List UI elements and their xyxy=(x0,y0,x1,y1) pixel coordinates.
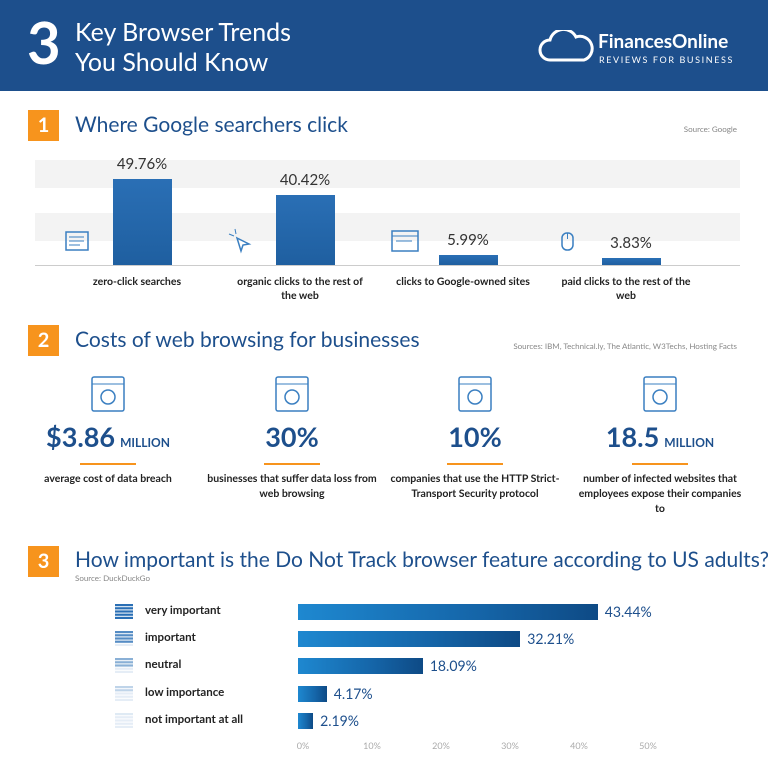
stat-number: 10% xyxy=(448,420,502,453)
row-icon xyxy=(115,713,133,733)
underline xyxy=(447,463,503,465)
x-tick-label: 20% xyxy=(432,740,450,751)
row-label: neutral xyxy=(145,658,182,671)
stat-description: average cost of data breach xyxy=(44,473,172,485)
bar xyxy=(439,254,498,265)
header-number: 3 xyxy=(27,8,61,77)
underline xyxy=(80,463,136,465)
stat-number: 18.5 xyxy=(605,420,660,453)
row-icon xyxy=(115,631,133,651)
row-icon xyxy=(115,604,133,624)
icon xyxy=(390,228,420,258)
category-label: zero-click searches xyxy=(92,276,182,288)
stat-unit: MILLION xyxy=(120,435,170,450)
value-label: 43.44% xyxy=(604,603,652,620)
stat-description: companies that use the HTTP Strict-Trans… xyxy=(390,473,560,500)
brand-logo xyxy=(538,30,594,62)
row-label: not important at all xyxy=(145,713,244,726)
value-label: 32.21% xyxy=(527,630,575,647)
section-title: How important is the Do Not Track browse… xyxy=(75,547,768,572)
category-label: paid clicks to the rest of the web xyxy=(561,276,691,302)
source: Sources: IBM, Technical.ly, The Atlantic… xyxy=(513,341,737,351)
header-title: You Should Know xyxy=(75,47,269,77)
x-tick-label: 50% xyxy=(639,740,657,751)
bar xyxy=(276,195,335,265)
x-tick-label: 40% xyxy=(570,740,588,751)
section-number: 1 xyxy=(28,110,59,141)
row-icon xyxy=(115,686,133,706)
value-label: 40.42% xyxy=(279,171,331,190)
icon xyxy=(457,375,493,419)
stat-value: 30% xyxy=(200,420,384,453)
value-label: 3.83% xyxy=(610,234,652,253)
bar xyxy=(298,686,327,702)
underline xyxy=(264,463,320,465)
x-tick-label: 10% xyxy=(363,740,381,751)
value-label: 18.09% xyxy=(429,657,477,674)
stat-description: businesses that suffer data loss from we… xyxy=(207,473,377,500)
icon xyxy=(553,228,583,258)
underline xyxy=(632,463,688,465)
section-title: Costs of web browsing for businesses xyxy=(75,327,420,352)
brand-name: FinancesOnline xyxy=(598,30,729,53)
value-label: 5.99% xyxy=(447,230,489,249)
x-tick-label: 0% xyxy=(296,740,310,751)
brand-tagline: REVIEWS FOR BUSINESS xyxy=(599,54,734,65)
bar xyxy=(113,178,172,265)
header-title: Key Browser Trends xyxy=(75,17,291,47)
header: 3 Key Browser Trends You Should Know Fin… xyxy=(0,0,768,91)
row-icon xyxy=(115,658,133,678)
value-label: 49.76% xyxy=(116,154,168,173)
source: Source: DuckDuckGo xyxy=(75,573,150,583)
bar xyxy=(298,604,598,620)
stat-number: $3.86 xyxy=(46,420,116,453)
stat-number: 30% xyxy=(265,420,319,453)
section-title: Where Google searchers click xyxy=(75,112,348,137)
icon xyxy=(64,228,90,258)
stat-unit: MILLION xyxy=(664,435,715,450)
stat-value: 10% xyxy=(383,420,567,453)
row-label: very important xyxy=(145,604,221,617)
row-label: important xyxy=(145,631,196,644)
value-label: 2.19% xyxy=(320,712,359,729)
baseline xyxy=(35,265,740,266)
icon xyxy=(227,228,253,258)
icon xyxy=(90,375,126,419)
icon xyxy=(642,375,678,419)
icon xyxy=(274,375,310,419)
stat-value: 18.5 MILLION xyxy=(568,420,752,453)
x-tick-label: 30% xyxy=(501,740,519,751)
bar xyxy=(298,713,314,729)
value-label: 4.17% xyxy=(333,685,373,702)
stat-value: $3.86 MILLION xyxy=(16,420,200,453)
bar xyxy=(602,258,661,265)
category-label: clicks to Google-owned sites xyxy=(396,276,530,288)
category-label: organic clicks to the rest of the web xyxy=(237,276,363,302)
bar xyxy=(298,658,423,674)
row-label: low importance xyxy=(145,686,225,699)
section-number: 2 xyxy=(28,325,59,356)
source: Source: Google xyxy=(683,124,737,134)
section-number: 3 xyxy=(28,546,59,577)
stat-description: number of infected websites that employe… xyxy=(578,473,742,515)
bar xyxy=(298,631,521,647)
